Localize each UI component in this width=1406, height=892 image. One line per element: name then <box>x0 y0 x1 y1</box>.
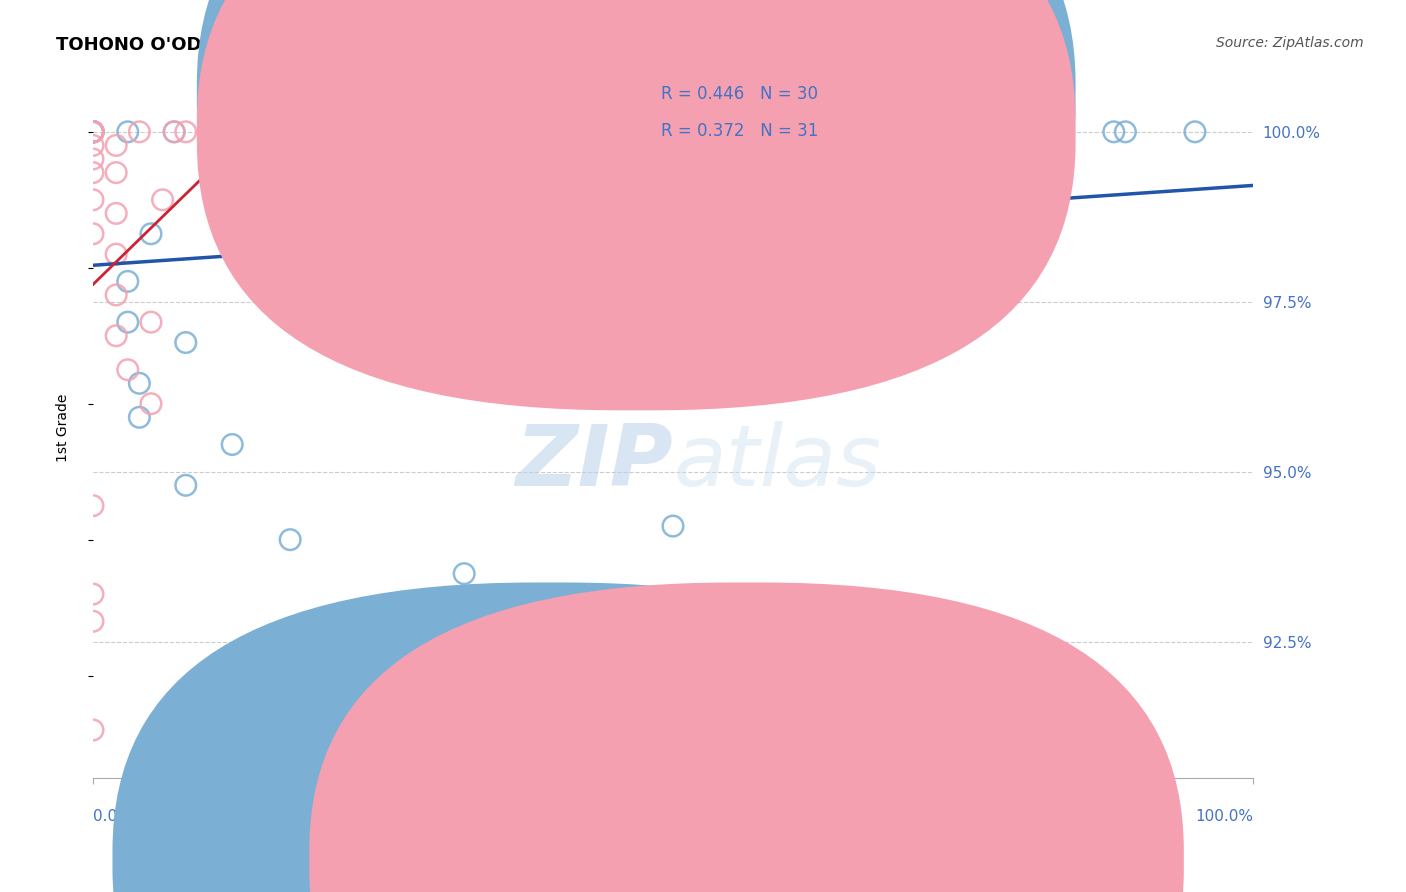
Point <box>82 125 104 139</box>
Text: atlas: atlas <box>673 421 882 504</box>
Point <box>245 125 267 139</box>
Point <box>174 335 197 350</box>
Point <box>662 172 685 186</box>
Point <box>82 125 104 139</box>
Point <box>928 131 950 145</box>
Point <box>1010 274 1032 288</box>
Point <box>105 328 128 343</box>
Point <box>406 125 429 139</box>
Point <box>128 376 150 391</box>
Point <box>82 227 104 241</box>
Point <box>82 125 104 139</box>
Point <box>82 587 104 601</box>
Y-axis label: 1st Grade: 1st Grade <box>56 393 70 462</box>
Text: Immigrants from Latvia: Immigrants from Latvia <box>769 853 949 867</box>
Point <box>1114 125 1136 139</box>
Point <box>105 247 128 261</box>
Point <box>221 437 243 451</box>
Point <box>801 145 824 160</box>
Point <box>209 125 232 139</box>
Point <box>278 533 301 547</box>
Point <box>453 566 475 581</box>
Point <box>128 410 150 425</box>
Point <box>82 193 104 207</box>
Text: R = 0.372   N = 31: R = 0.372 N = 31 <box>661 122 818 140</box>
Point <box>82 125 104 139</box>
Point <box>105 138 128 153</box>
Point <box>128 125 150 139</box>
Text: TOHONO O'ODHAM VS IMMIGRANTS FROM LATVIA 1ST GRADE CORRELATION CHART: TOHONO O'ODHAM VS IMMIGRANTS FROM LATVIA… <box>56 36 904 54</box>
Point <box>152 193 174 207</box>
Point <box>1102 125 1125 139</box>
Text: R = 0.446   N = 30: R = 0.446 N = 30 <box>661 85 818 103</box>
Point <box>82 125 104 139</box>
Text: 100.0%: 100.0% <box>1195 809 1253 824</box>
Point <box>163 125 186 139</box>
Point <box>256 125 278 139</box>
Point <box>82 166 104 180</box>
Text: 0.0%: 0.0% <box>93 809 132 824</box>
Point <box>82 723 104 737</box>
Point <box>117 274 139 288</box>
Point <box>117 362 139 376</box>
Point <box>117 125 139 139</box>
Point <box>105 166 128 180</box>
Point <box>117 315 139 329</box>
Point <box>139 397 162 411</box>
Point <box>1184 125 1206 139</box>
Point <box>105 206 128 220</box>
Point <box>278 125 301 139</box>
Point <box>163 125 186 139</box>
Point <box>82 614 104 628</box>
Point <box>82 138 104 153</box>
Point <box>82 125 104 139</box>
Point <box>174 478 197 492</box>
Point <box>82 125 104 139</box>
Text: Tohono O'odham: Tohono O'odham <box>572 853 700 867</box>
Point <box>82 125 104 139</box>
Point <box>174 125 197 139</box>
Text: Source: ZipAtlas.com: Source: ZipAtlas.com <box>1216 36 1364 50</box>
Text: ZIP: ZIP <box>516 421 673 504</box>
Point <box>662 519 685 533</box>
Point <box>337 125 360 139</box>
Point <box>198 125 221 139</box>
Point <box>82 125 104 139</box>
Point <box>82 125 104 139</box>
Point <box>139 227 162 241</box>
Point <box>139 315 162 329</box>
Point <box>82 499 104 513</box>
Point <box>221 125 243 139</box>
Point <box>82 152 104 166</box>
Point <box>941 131 963 145</box>
Point <box>105 288 128 302</box>
